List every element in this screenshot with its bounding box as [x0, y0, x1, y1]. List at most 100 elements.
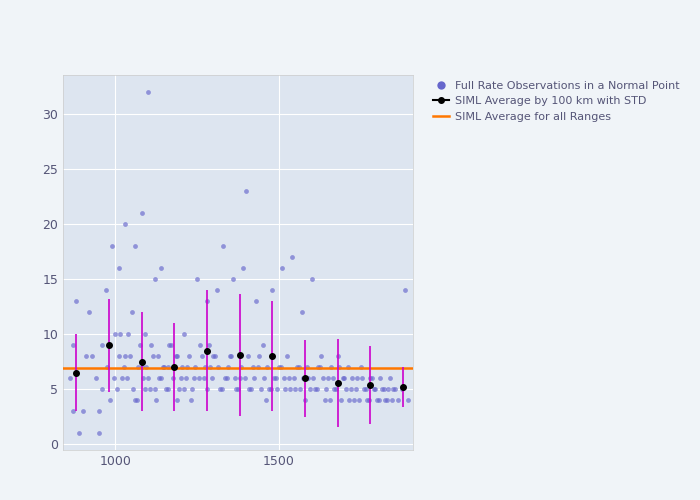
Point — [187, 386, 198, 394]
Point — [367, 374, 378, 382]
Point — [160, 386, 172, 394]
Point — [131, 396, 142, 404]
Point — [357, 374, 368, 382]
Point — [247, 364, 258, 372]
Point — [342, 364, 354, 372]
Point — [165, 341, 176, 349]
Point — [221, 374, 232, 382]
Point — [314, 364, 326, 372]
Point — [178, 330, 190, 338]
Point — [192, 275, 203, 283]
Point — [396, 386, 407, 394]
Point — [137, 374, 148, 382]
Point — [286, 253, 297, 261]
Point — [169, 364, 180, 372]
Point — [116, 374, 127, 382]
Point — [67, 408, 78, 416]
Point — [300, 396, 311, 404]
Point — [358, 386, 370, 394]
Point — [296, 308, 307, 316]
Point — [144, 386, 155, 394]
Point — [198, 374, 209, 382]
Point — [87, 352, 98, 360]
Point — [120, 220, 131, 228]
Point — [180, 374, 191, 382]
Point — [219, 374, 230, 382]
Point — [203, 341, 214, 349]
Point — [183, 352, 195, 360]
Point — [275, 364, 286, 372]
Point — [244, 386, 255, 394]
Point — [399, 286, 410, 294]
Point — [208, 352, 219, 360]
Point — [370, 386, 381, 394]
Point — [209, 352, 220, 360]
Point — [340, 386, 351, 394]
Point — [185, 396, 196, 404]
Point — [354, 396, 365, 404]
Point — [172, 352, 183, 360]
Point — [226, 352, 237, 360]
Point — [373, 396, 384, 404]
Point — [141, 364, 152, 372]
Point — [344, 396, 355, 404]
Point — [365, 374, 376, 382]
Point — [167, 374, 178, 382]
Point — [130, 396, 141, 404]
Point — [242, 352, 253, 360]
Point — [309, 386, 321, 394]
Point — [257, 341, 268, 349]
Point — [268, 374, 279, 382]
Point — [236, 364, 247, 372]
Point — [306, 275, 317, 283]
Point — [178, 386, 190, 394]
Point — [388, 386, 399, 394]
Point — [197, 352, 208, 360]
Point — [121, 374, 132, 382]
Point — [383, 386, 394, 394]
Point — [281, 352, 293, 360]
Point — [352, 374, 363, 382]
Point — [71, 297, 82, 305]
Point — [301, 364, 312, 372]
Point — [334, 364, 345, 372]
Point — [265, 386, 276, 394]
Point — [378, 386, 389, 394]
Point — [228, 275, 239, 283]
Point — [118, 364, 129, 372]
Point — [350, 386, 361, 394]
Point — [241, 187, 252, 195]
Point — [150, 396, 162, 404]
Point — [193, 374, 204, 382]
Point — [102, 364, 113, 372]
Point — [386, 396, 398, 404]
Point — [177, 364, 188, 372]
Point — [126, 308, 137, 316]
Point — [290, 386, 301, 394]
Point — [132, 364, 144, 372]
Point — [97, 341, 108, 349]
Point — [302, 374, 314, 382]
Point — [288, 374, 299, 382]
Point — [224, 352, 235, 360]
Point — [190, 364, 201, 372]
Point — [267, 286, 278, 294]
Point — [319, 396, 330, 404]
Point — [93, 408, 104, 416]
Point — [335, 396, 346, 404]
Point — [159, 364, 170, 372]
Point — [202, 297, 213, 305]
Point — [337, 374, 349, 382]
Point — [158, 364, 169, 372]
Point — [130, 242, 141, 250]
Point — [312, 364, 323, 372]
Point — [232, 386, 244, 394]
Point — [204, 364, 216, 372]
Point — [113, 352, 124, 360]
Point — [105, 396, 116, 404]
Point — [323, 374, 334, 382]
Point — [372, 396, 383, 404]
Point — [122, 330, 134, 338]
Point — [172, 396, 183, 404]
Point — [110, 330, 121, 338]
